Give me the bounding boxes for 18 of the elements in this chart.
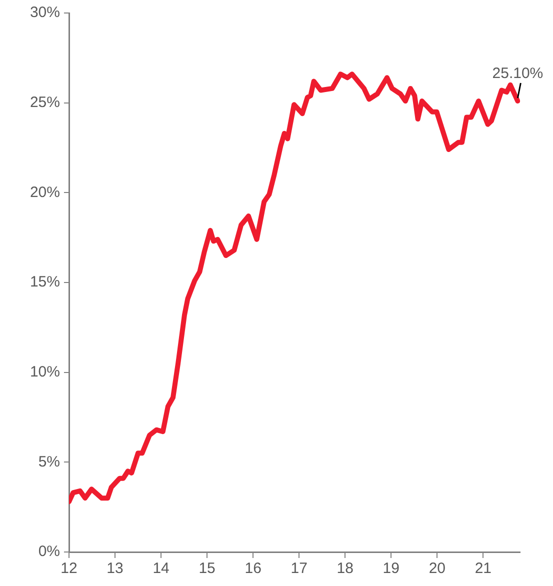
y-tick-label: 30% xyxy=(30,4,60,22)
x-tick-label: 16 xyxy=(244,560,262,578)
x-tick-label: 17 xyxy=(290,560,308,578)
x-tick-label: 19 xyxy=(382,560,400,578)
x-tick-label: 20 xyxy=(428,560,446,578)
y-tick-label: 15% xyxy=(30,274,60,291)
x-tick-label: 14 xyxy=(152,560,170,578)
y-tick-label: 20% xyxy=(30,184,60,201)
y-tick-label: 0% xyxy=(38,543,60,560)
x-tick-label: 21 xyxy=(474,560,492,578)
x-tick-label: 13 xyxy=(106,560,124,578)
x-tick-label: 12 xyxy=(60,560,78,578)
y-tick-label: 10% xyxy=(30,363,60,380)
annotation: 25.10% xyxy=(492,65,544,82)
x-tick-label: 15 xyxy=(198,560,216,578)
y-tick-label: 5% xyxy=(38,453,60,470)
y-tick-label: 25% xyxy=(30,94,60,111)
x-tick-label: 18 xyxy=(336,560,354,578)
